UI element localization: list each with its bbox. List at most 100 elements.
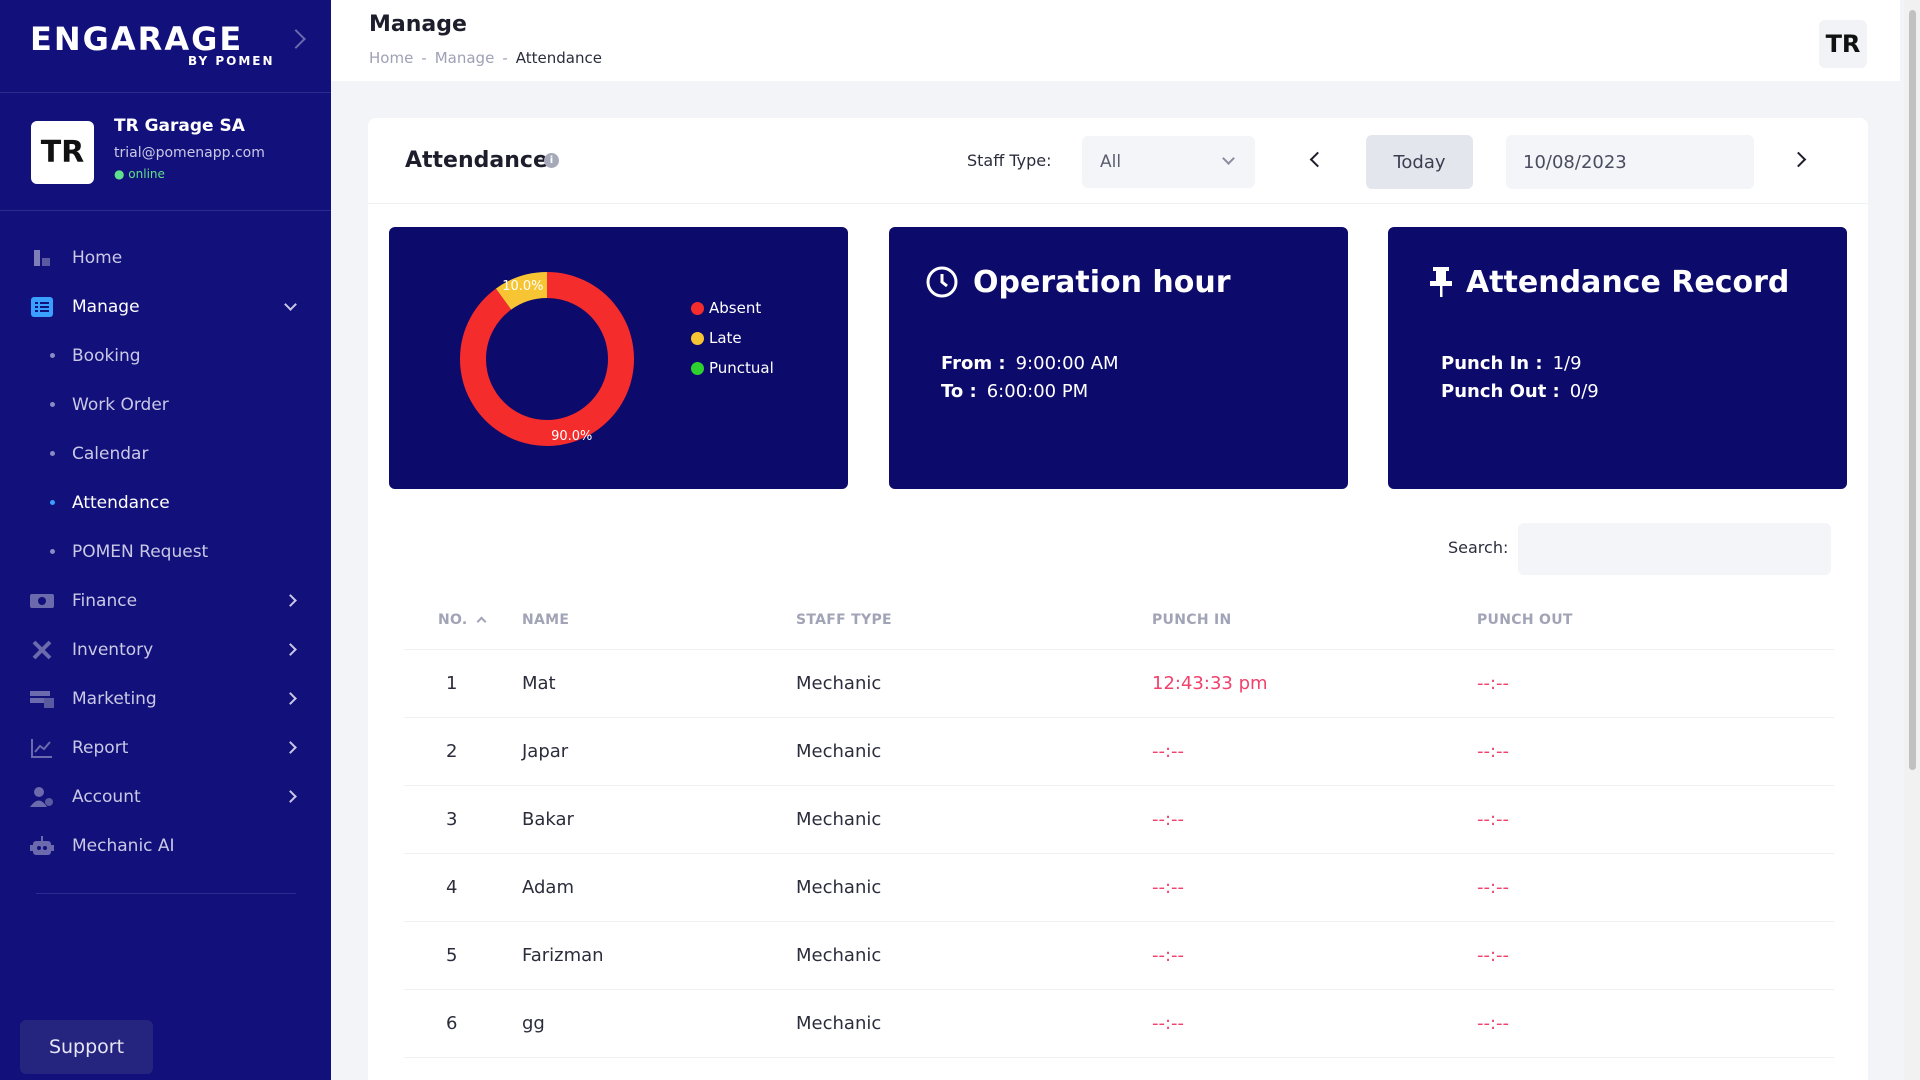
chart-legend: Absent Late Punctual [691,293,774,383]
breadcrumb-home[interactable]: Home [369,49,414,67]
donut-label-absent: 90.0% [551,429,592,444]
chevron-right-icon [284,643,297,656]
operation-from-row: From : 9:00:00 AM [941,350,1119,378]
scrollbar-thumb[interactable] [1909,10,1916,770]
online-status-text: online [128,167,165,181]
collapse-sidebar-icon[interactable] [286,29,306,49]
table-row: 5 Farizman Mechanic --:-- --:-- [404,922,1834,990]
cell-name: Bakar [522,809,574,830]
cell-punch-out: --:-- [1477,673,1510,694]
punch-in-row: Punch In : 1/9 [1441,350,1599,378]
date-field[interactable] [1506,135,1754,189]
column-header-name[interactable]: NAME [522,611,570,628]
sidebar-subitem-label: Booking [72,345,141,366]
sidebar-item-report[interactable]: Report [0,723,331,772]
info-icon[interactable]: i [544,153,559,168]
column-header-punch-out[interactable]: PUNCH OUT [1477,611,1573,628]
attendance-table: NO. NAME STAFF TYPE PUNCH IN PUNCH OUT 1… [404,590,1834,1058]
sidebar-item-mechanic-ai[interactable]: Mechanic AI [0,821,331,870]
table-header-row: NO. NAME STAFF TYPE PUNCH IN PUNCH OUT [404,590,1834,650]
legend-label: Late [709,329,742,347]
column-header-punch-in[interactable]: PUNCH IN [1152,611,1232,628]
legend-item-absent[interactable]: Absent [691,293,774,323]
table-row: 4 Adam Mechanic --:-- --:-- [404,854,1834,922]
legend-item-punctual[interactable]: Punctual [691,353,774,383]
sidebar-item-home[interactable]: Home [0,233,331,282]
breadcrumb-manage[interactable]: Manage [434,49,495,67]
page-title: Manage [369,12,467,37]
donut-slice-absent[interactable] [460,272,634,446]
cell-name: Japar [522,741,569,762]
support-button[interactable]: Support [20,1020,153,1074]
sidebar-item-manage[interactable]: Manage [0,282,331,331]
card-header: Attendance i Staff Type: All Today [368,118,1868,204]
search-input[interactable] [1518,523,1831,575]
attendance-chart-panel: 10.0% 90.0% Absent Late Punctual [389,227,848,489]
column-header-staff-type[interactable]: STAFF TYPE [796,611,892,628]
cell-staff-type: Mechanic [796,945,882,966]
operation-hour-panel: Operation hour From : 9:00:00 AM To : 6:00… [889,227,1348,489]
operation-to-row: To : 6:00:00 PM [941,378,1119,406]
to-value: 6:00:00 PM [986,381,1089,402]
sidebar-item-label: Home [72,247,123,268]
sidebar-item-account[interactable]: Account [0,772,331,821]
sidebar-item-label: Marketing [72,688,157,709]
cell-no: 3 [446,809,458,830]
sidebar-item-label: Mechanic AI [72,835,175,856]
next-day-button[interactable] [1788,148,1812,172]
brand: ENGARAGE BY POMEN [0,0,331,93]
user-avatar[interactable]: TR [1819,20,1867,68]
chevron-right-icon [284,741,297,754]
cell-staff-type: Mechanic [796,809,882,830]
previous-day-button[interactable] [1304,148,1328,172]
to-label: To : [941,381,977,402]
clock-icon [926,266,958,298]
attendance-donut-chart: 10.0% 90.0% [460,272,634,446]
sidebar-item-label: Manage [72,296,140,317]
cell-punch-out: --:-- [1477,877,1510,898]
staff-type-label: Staff Type: [967,151,1052,170]
bullet-icon [50,451,55,456]
brand-logo[interactable]: ENGARAGE [30,20,244,58]
cell-punch-out: --:-- [1477,945,1510,966]
donut-slice-late[interactable] [495,272,548,310]
top-header: Manage Home - Manage - Attendance TR [331,0,1900,81]
megaphone-icon [30,688,54,710]
sidebar-item-inventory[interactable]: Inventory [0,625,331,674]
sidebar-item-label: Report [72,737,129,758]
cell-staff-type: Mechanic [796,877,882,898]
column-header-no[interactable]: NO. [438,612,486,628]
punch-out-row: Punch Out : 0/9 [1441,378,1599,406]
line-chart-icon [30,737,54,759]
cell-name: Mat [522,673,556,694]
sidebar-subitem-label: Attendance [72,492,170,513]
staff-type-value: All [1100,152,1122,172]
sidebar-item-marketing[interactable]: Marketing [0,674,331,723]
garage-logo: TR [31,121,94,184]
sidebar-item-finance[interactable]: Finance [0,576,331,625]
legend-label: Punctual [709,359,774,377]
bullet-icon [50,549,55,554]
cell-staff-type: Mechanic [796,673,882,694]
sidebar-subitem-attendance[interactable]: Attendance [0,478,331,527]
punch-in-label: Punch In : [1441,353,1543,374]
cell-punch-out: --:-- [1477,741,1510,762]
bullet-icon [50,500,55,505]
sidebar-subitem-calendar[interactable]: Calendar [0,429,331,478]
punch-in-value: 1/9 [1552,353,1582,374]
sidebar-subitem-label: Work Order [72,394,169,415]
page-scrollbar[interactable] [1904,0,1920,1080]
from-label: From : [941,353,1006,374]
sidebar-subitem-work-order[interactable]: Work Order [0,380,331,429]
today-button[interactable]: Today [1366,135,1473,189]
attendance-card: Attendance i Staff Type: All Today 10.0%… [368,118,1868,1080]
sidebar-subitem-pomen-request[interactable]: POMEN Request [0,527,331,576]
table-row: 3 Bakar Mechanic --:-- --:-- [404,786,1834,854]
cell-punch-in: 12:43:33 pm [1152,673,1268,694]
sidebar-divider [36,893,296,894]
operation-hour-title: Operation hour [973,265,1231,300]
operation-hour-details: From : 9:00:00 AM To : 6:00:00 PM [941,350,1119,406]
sidebar-subitem-booking[interactable]: Booking [0,331,331,380]
staff-type-select[interactable]: All [1082,136,1255,188]
legend-item-late[interactable]: Late [691,323,774,353]
